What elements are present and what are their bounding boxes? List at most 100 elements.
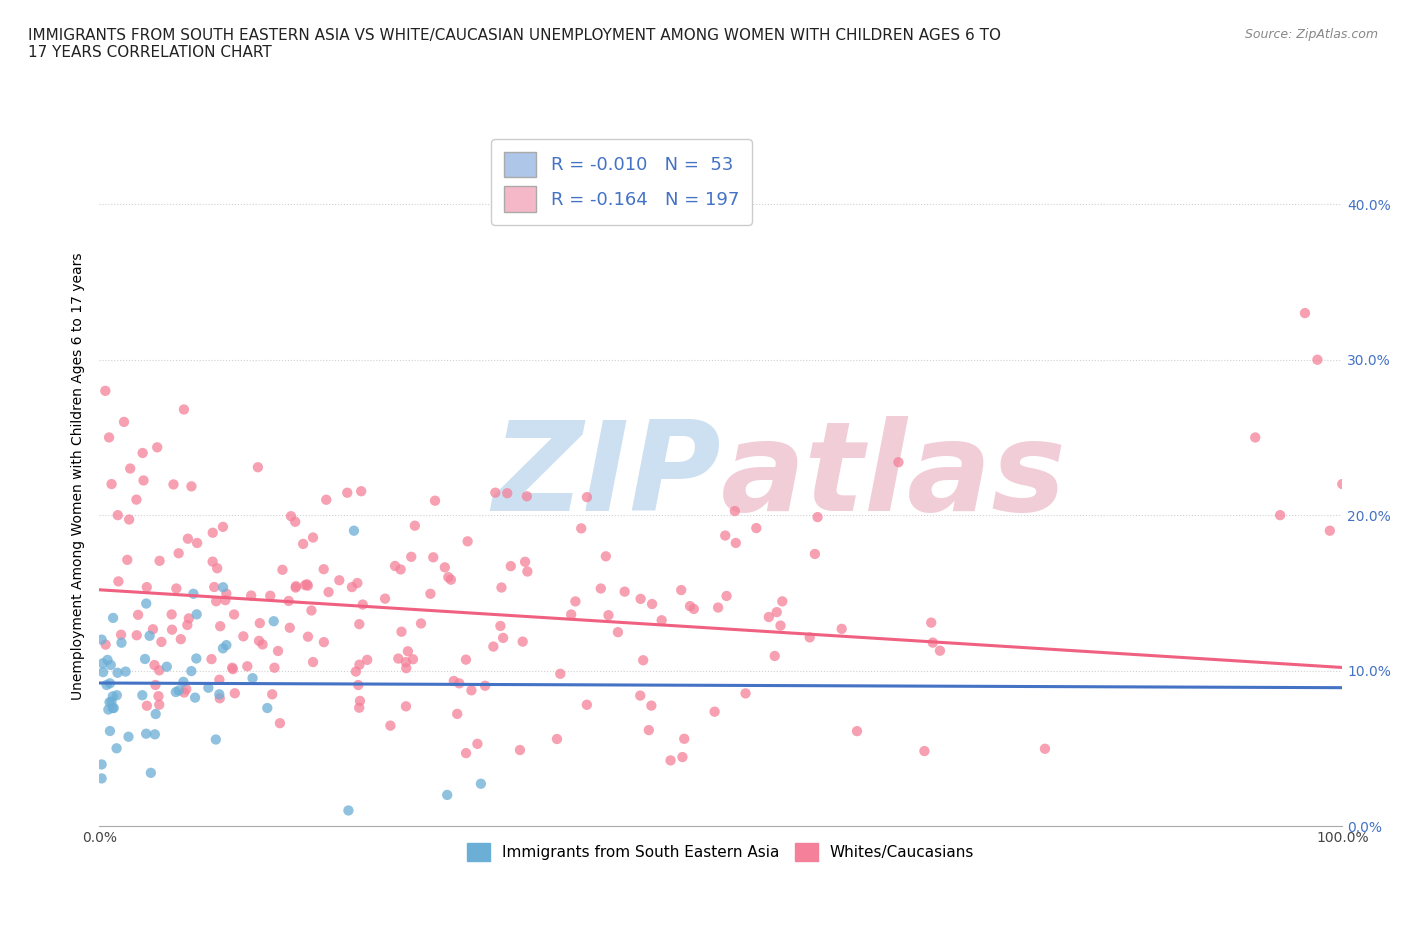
Point [277, 593, 299, 608]
Point [575, 490, 598, 505]
Point [98, 676, 121, 691]
Point [546, 732, 568, 747]
Point [165, 581, 187, 596]
Point [509, 742, 531, 757]
Point [172, 674, 194, 689]
Point [433, 560, 456, 575]
Point [97, 702, 120, 717]
Point [101, 700, 124, 715]
Point [262, 687, 284, 702]
Point [176, 618, 198, 632]
Point [180, 479, 202, 494]
Point [112, 415, 135, 430]
Point [492, 631, 515, 645]
Point [1294, 306, 1316, 321]
Point [484, 485, 506, 500]
Legend: Immigrants from South Eastern Asia, Whites/Caucasians: Immigrants from South Eastern Asia, Whit… [461, 836, 980, 868]
Point [396, 644, 419, 658]
Point [297, 578, 319, 593]
Point [446, 707, 468, 722]
Point [312, 634, 335, 649]
Point [142, 622, 165, 637]
Point [763, 648, 786, 663]
Point [389, 562, 412, 577]
Point [460, 683, 482, 698]
Point [125, 628, 148, 643]
Point [714, 528, 737, 543]
Point [139, 765, 162, 780]
Point [212, 520, 235, 535]
Point [423, 493, 446, 508]
Point [184, 690, 207, 705]
Point [145, 678, 167, 693]
Point [402, 652, 425, 667]
Point [765, 604, 787, 619]
Point [1033, 741, 1056, 756]
Point [292, 537, 315, 551]
Point [679, 599, 702, 614]
Point [516, 565, 538, 579]
Point [457, 534, 479, 549]
Point [224, 685, 246, 700]
Point [548, 666, 571, 681]
Point [470, 777, 492, 791]
Point [114, 664, 136, 679]
Point [831, 621, 853, 636]
Point [758, 609, 780, 624]
Point [318, 585, 340, 600]
Point [724, 504, 747, 519]
Point [1331, 477, 1354, 492]
Text: Source: ZipAtlas.com: Source: ZipAtlas.com [1244, 28, 1378, 41]
Point [242, 671, 264, 685]
Point [395, 655, 418, 670]
Point [249, 616, 271, 631]
Point [440, 572, 463, 587]
Point [921, 635, 943, 650]
Point [208, 687, 231, 702]
Point [205, 561, 228, 576]
Point [202, 579, 225, 594]
Point [285, 578, 308, 593]
Point [769, 618, 792, 633]
Point [454, 652, 477, 667]
Point [409, 616, 432, 631]
Point [177, 611, 200, 626]
Point [221, 660, 243, 675]
Point [806, 510, 828, 525]
Point [269, 716, 291, 731]
Point [246, 459, 269, 474]
Point [100, 477, 122, 492]
Point [569, 521, 592, 536]
Point [399, 550, 422, 565]
Point [143, 727, 166, 742]
Point [350, 484, 373, 498]
Point [516, 489, 538, 504]
Point [127, 607, 149, 622]
Point [267, 644, 290, 658]
Point [98, 724, 121, 738]
Point [232, 629, 254, 644]
Point [352, 597, 374, 612]
Point [94, 383, 117, 398]
Point [280, 509, 302, 524]
Point [564, 594, 586, 609]
Point [135, 726, 157, 741]
Point [165, 684, 187, 699]
Point [103, 700, 125, 715]
Point [346, 576, 368, 591]
Point [673, 731, 696, 746]
Point [222, 607, 245, 622]
Point [149, 553, 172, 568]
Point [1306, 352, 1329, 367]
Point [117, 552, 139, 567]
Point [263, 660, 285, 675]
Point [222, 662, 245, 677]
Point [1268, 508, 1291, 523]
Point [117, 729, 139, 744]
Point [105, 688, 128, 703]
Point [496, 485, 519, 500]
Text: ZIP: ZIP [492, 416, 721, 537]
Point [724, 536, 747, 551]
Point [252, 637, 274, 652]
Point [391, 624, 413, 639]
